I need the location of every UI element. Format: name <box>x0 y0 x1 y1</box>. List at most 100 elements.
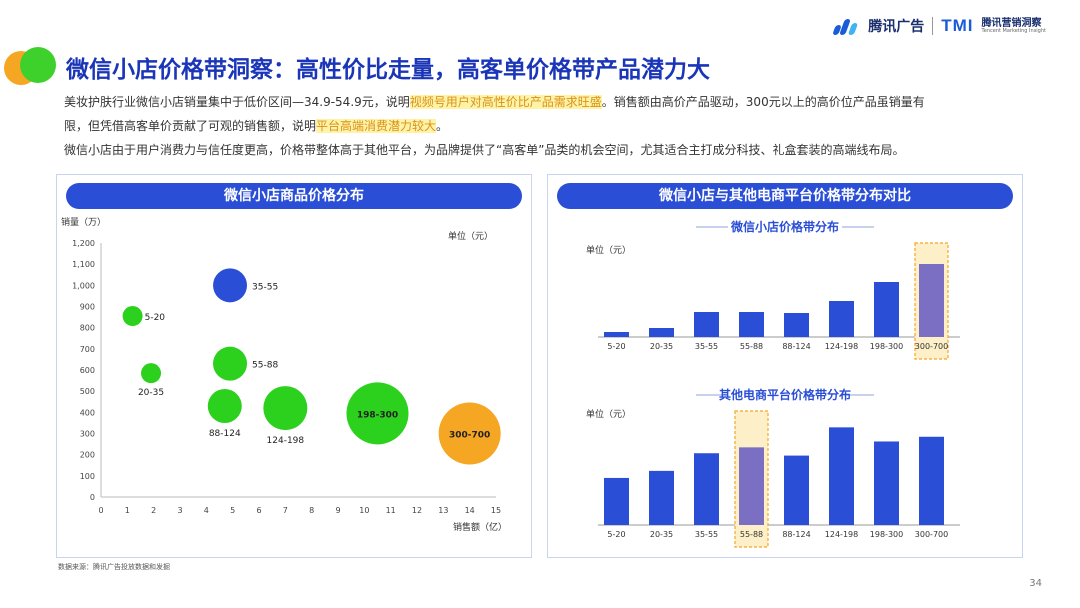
x-tick-label: 198-300 <box>870 342 903 351</box>
page-number: 34 <box>1029 578 1042 589</box>
x-tick-label: 5-20 <box>607 530 625 539</box>
bar <box>604 477 629 525</box>
tmi-subtitle: 腾讯营销洞察 Tencent Marketing Insight <box>981 17 1046 34</box>
description-line-3: 微信小店由于用户消费力与信任度更高，价格带整体高于其他平台，为品牌提供了“高客单… <box>64 143 905 157</box>
bar <box>739 312 764 337</box>
y-tick-label: 300 <box>80 430 95 439</box>
x-tick-label: 3 <box>177 506 182 515</box>
bubble-point <box>141 363 162 384</box>
highlight-text: 平台高端消费潜力较大 <box>316 119 437 133</box>
x-tick-label: 4 <box>204 506 209 515</box>
x-tick-label: 10 <box>359 506 369 515</box>
bar <box>649 328 674 337</box>
y-tick-label: 100 <box>80 472 95 481</box>
bar <box>604 332 629 337</box>
x-tick-label: 11 <box>386 506 396 515</box>
left-panel-header: 微信小店商品价格分布 <box>66 183 522 209</box>
brand-logos: 腾讯广告 TMI 腾讯营销洞察 Tencent Marketing Insigh… <box>832 16 1046 36</box>
y-tick-label: 700 <box>80 345 95 354</box>
bubble-point <box>213 268 248 303</box>
x-tick-label: 1 <box>125 506 130 515</box>
page-title: 微信小店价格带洞察：高性价比走量，高客单价格带产品潜力大 <box>66 57 710 83</box>
tmi-en-text: Tencent Marketing Insight <box>981 27 1046 34</box>
bar <box>919 436 944 525</box>
y-tick-label: 800 <box>80 324 95 333</box>
unit-label: 单位（元） <box>586 408 631 420</box>
x-tick-label: 124-198 <box>825 342 858 351</box>
bar <box>874 282 899 337</box>
logo-text: 腾讯广告 <box>868 19 925 35</box>
unit-label: 单位（元） <box>586 244 631 256</box>
description-line-2: 限，但凭借高客单价贡献了可观的销售额，说明平台高端消费潜力较大。 <box>64 119 449 133</box>
y-tick-label: 1,000 <box>72 281 95 290</box>
bubble-chart: 01002003004005006007008009001,0001,1001,… <box>61 216 507 533</box>
description-line-1: 美妆护肤行业微信小店销量集中于低价区间—34.9-54.9元，说明视频号用户对高… <box>64 95 925 109</box>
bar <box>784 313 809 337</box>
x-tick-label: 20-35 <box>650 342 673 351</box>
x-tick-label: 55-88 <box>740 342 763 351</box>
x-tick-label: 20-35 <box>650 530 673 539</box>
bubble-label: 124-198 <box>267 436 305 446</box>
y-tick-label: 1,100 <box>72 260 95 269</box>
y-tick-label: 200 <box>80 451 95 460</box>
tmi-logo: TMI <box>941 16 974 35</box>
bubble-point <box>438 402 501 465</box>
x-tick-label: 35-55 <box>695 342 718 351</box>
x-tick-label: 300-700 <box>915 342 948 351</box>
bubble-label: 35-55 <box>252 282 278 292</box>
bar <box>874 441 899 525</box>
bar <box>829 301 854 337</box>
x-tick-label: 6 <box>256 506 261 515</box>
right-panel-header: 微信小店与其他电商平台价格带分布对比 <box>557 183 1013 209</box>
bubble-point <box>207 388 242 423</box>
bubble-label: 5-20 <box>145 313 166 323</box>
x-tick-label: 0 <box>98 506 103 515</box>
left-chart-panel: 微信小店商品价格分布 0 100 200 300 400 500 600 700 800 900 1… <box>56 174 532 558</box>
y-tick-label: 500 <box>80 387 95 396</box>
x-tick-label: 15 <box>491 506 501 515</box>
bar <box>919 264 944 337</box>
bar <box>649 470 674 525</box>
data-source-note: 数据来源：腾讯广告投放数据和发掘 <box>58 563 170 571</box>
bubble-point <box>213 346 248 381</box>
bar-chart-title: 微信小店价格带分布 <box>730 219 839 234</box>
bubble-label: 88-124 <box>209 429 241 439</box>
x-tick-label: 13 <box>438 506 448 515</box>
x-tick-label: 88-124 <box>782 530 810 539</box>
bubble-point <box>263 386 308 431</box>
x-tick-label: 8 <box>309 506 314 515</box>
title-decoration-icon <box>4 47 56 85</box>
tencent-ads-logo-icon <box>832 17 860 35</box>
y-tick-label: 900 <box>80 303 95 312</box>
bar <box>784 455 809 525</box>
x-tick-label: 9 <box>335 506 340 515</box>
bubble-label: 300-700 <box>449 431 490 441</box>
logo-divider <box>932 17 934 35</box>
x-tick-label: 12 <box>412 506 422 515</box>
unit-label: 单位（元） <box>448 230 493 242</box>
x-tick-label: 88-124 <box>782 342 810 351</box>
bar <box>694 312 719 337</box>
x-tick-label: 55-88 <box>740 530 763 539</box>
bar <box>829 427 854 525</box>
bar-chart-title: 其他电商平台价格带分布 <box>719 387 851 402</box>
bubble-point <box>122 306 143 327</box>
bubble-label: 20-35 <box>138 388 164 398</box>
x-tick-label: 198-300 <box>870 530 903 539</box>
x-tick-label: 124-198 <box>825 530 858 539</box>
y-tick-label: 1,200 <box>72 239 95 248</box>
x-tick-label: 2 <box>151 506 156 515</box>
description: 美妆护肤行业微信小店销量集中于低价区间—34.9-54.9元，说明视频号用户对高… <box>64 90 1024 162</box>
y-tick-label: 0 <box>90 493 95 502</box>
right-chart-panel: 微信小店与其他电商平台价格带分布对比 微信小店价格带分布单位（元） 5-20 20-… <box>547 174 1023 558</box>
y-tick-label: 400 <box>80 408 95 417</box>
bubble-label: 55-88 <box>252 361 278 371</box>
x-tick-label: 5 <box>230 506 235 515</box>
bubble-point <box>346 382 409 445</box>
tmi-cn-text: 腾讯营销洞察 <box>981 17 1042 29</box>
highlight-text: 视频号用户对高性价比产品需求旺盛 <box>409 95 602 109</box>
x-axis-title: 销售额（亿） <box>453 521 507 533</box>
x-tick-label: 300-700 <box>915 530 948 539</box>
x-tick-label: 7 <box>283 506 288 515</box>
